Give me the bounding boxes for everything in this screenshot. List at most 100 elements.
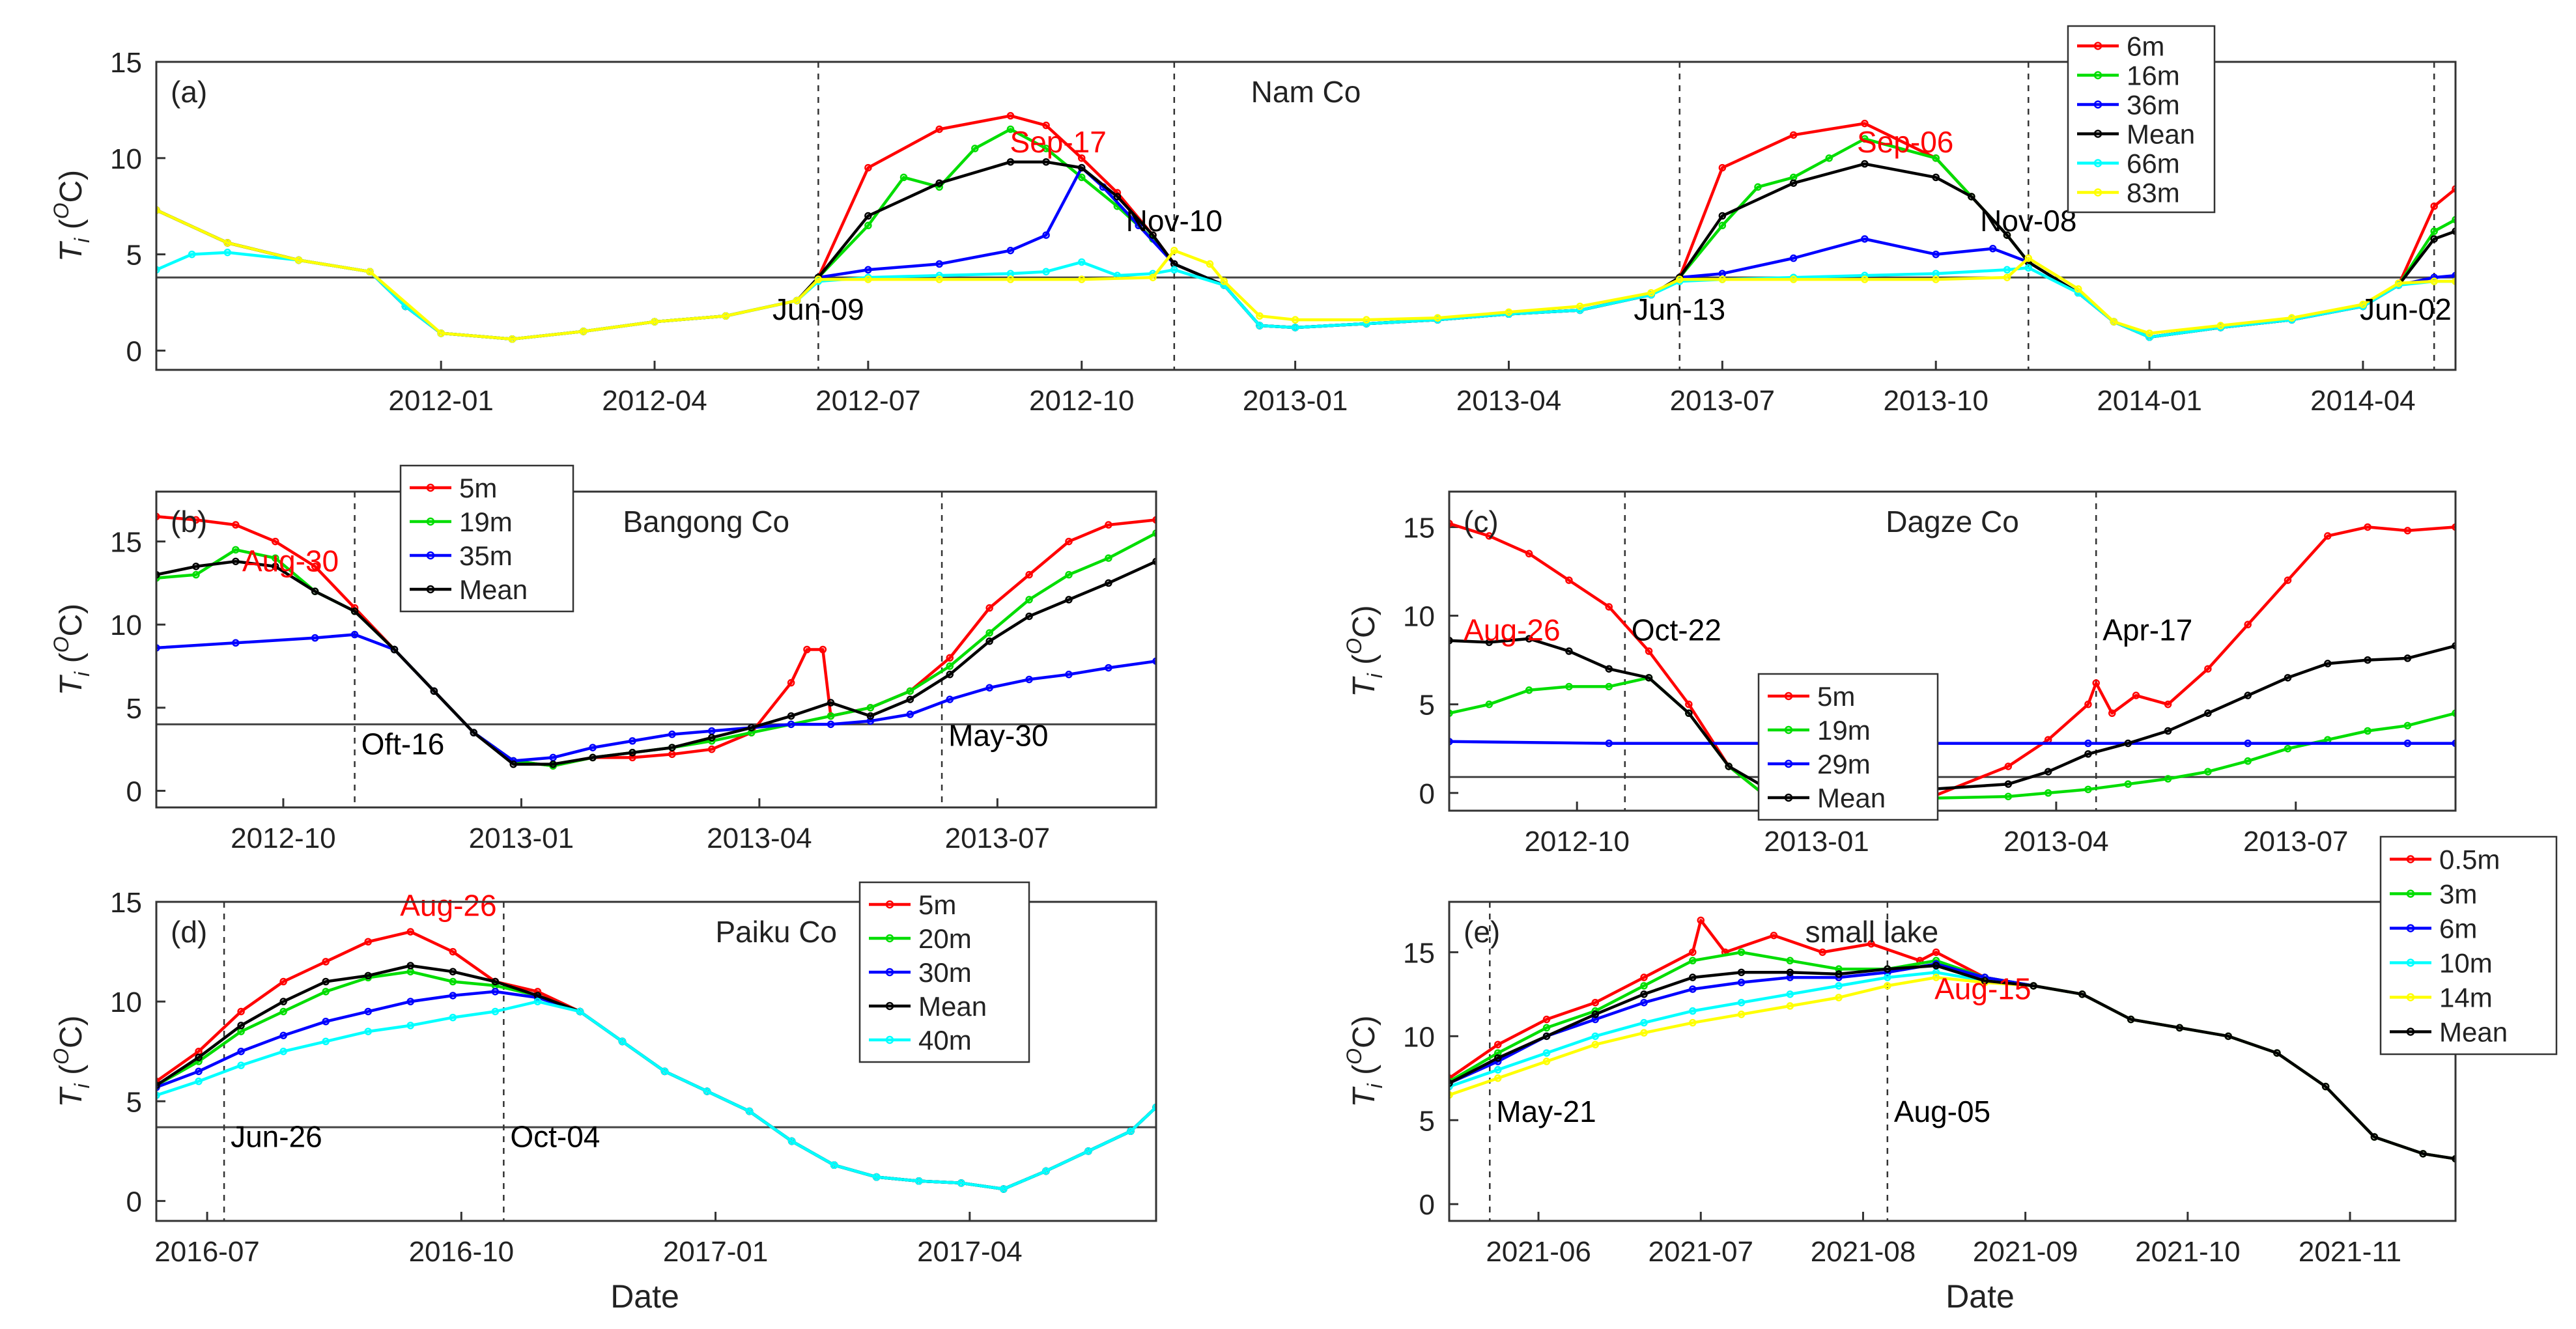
data-point [1042, 145, 1050, 152]
data-point [1363, 316, 1370, 324]
data-point [2127, 1015, 2135, 1024]
data-point [156, 266, 160, 274]
data-point [1884, 982, 1891, 990]
axes-frame [1448, 901, 2457, 1222]
data-point [1256, 312, 1264, 320]
panels: 0 5 10 15 2012-01 2012-04 2012-07 2012-10 2013-0… [50, 25, 2558, 1268]
data-point [864, 212, 872, 220]
y-axis-title-subscript: i [70, 671, 94, 677]
data-point [2204, 665, 2212, 673]
legend-label: 6m [2127, 31, 2164, 62]
data-point [651, 318, 658, 326]
legend-label: 10m [2439, 948, 2493, 979]
data-point [1689, 973, 1697, 981]
legend-label: 35m [459, 540, 513, 571]
annotation-label: Jun-09 [772, 292, 864, 326]
data-point [787, 712, 795, 720]
data-point [364, 938, 372, 945]
data-point [906, 710, 914, 718]
data-point [827, 720, 835, 729]
data-point [508, 335, 517, 343]
data-point [1591, 1041, 1600, 1048]
data-point [2364, 727, 2371, 735]
data-point [1025, 612, 1033, 621]
data-point [1737, 1011, 1746, 1018]
y-axis-title-unit-close: C) [1347, 605, 1381, 638]
data-point [2124, 780, 2132, 788]
data-point [2224, 1032, 2232, 1041]
y-tick-label: 0 [1419, 778, 1435, 810]
data-point [1640, 973, 1648, 981]
data-point [1981, 977, 1989, 985]
data-point [322, 977, 330, 986]
data-point [668, 744, 676, 751]
data-point [1505, 308, 1513, 316]
data-point [935, 260, 943, 268]
y-axis-title-subscript: i [1363, 673, 1387, 678]
legend-label: Mean [2439, 1017, 2508, 1048]
legend-label: 36m [2127, 90, 2180, 120]
data-point [1565, 576, 1573, 584]
data-point [819, 645, 827, 654]
data-point [946, 695, 954, 703]
legend-marker [426, 585, 435, 594]
data-point [156, 570, 160, 579]
legend-label: 83m [2127, 178, 2180, 208]
data-point [747, 723, 756, 732]
annotation-label: Aug-05 [1894, 1095, 1990, 1128]
data-point [1932, 154, 1940, 162]
data-point [223, 239, 232, 247]
annotation-label: Sep-17 [1010, 125, 1107, 159]
data-point [2364, 523, 2371, 531]
y-axis-title: Ti (OC) [50, 604, 94, 695]
data-point [1737, 998, 1746, 1007]
data-point [1000, 1185, 1008, 1193]
data-point [866, 712, 875, 720]
data-point [449, 1013, 457, 1022]
y-axis-title-subscript: i [1363, 1083, 1387, 1088]
annotation-label: Oct-04 [510, 1120, 600, 1154]
data-point [2359, 300, 2367, 309]
x-axis-title-e: Date [1946, 1278, 2015, 1315]
legend-marker [2093, 71, 2102, 79]
data-point [1494, 1054, 1502, 1062]
legend-marker [885, 900, 894, 909]
data-point [1789, 131, 1798, 139]
y-tick-label: 10 [110, 609, 142, 641]
data-point [1042, 158, 1050, 166]
data-point [390, 645, 399, 654]
data-point [491, 988, 500, 996]
data-point [1525, 635, 1533, 643]
data-point [1152, 516, 1156, 524]
data-point [2084, 739, 2092, 748]
axes-frame [155, 901, 1157, 1222]
data-point [1494, 1074, 1502, 1082]
data-point [2430, 227, 2438, 235]
data-point [1576, 302, 1584, 311]
data-point [864, 163, 872, 172]
data-point [1645, 674, 1653, 682]
annotation-label: May-21 [1496, 1095, 1596, 1128]
data-point [985, 604, 993, 612]
legend-marker [426, 517, 435, 526]
data-point [1449, 1082, 1453, 1091]
x-tick-label: 2017-04 [917, 1236, 1022, 1268]
data-point [1861, 135, 1869, 143]
data-point [1685, 709, 1693, 718]
data-point [2204, 768, 2212, 776]
panel-title: Nam Co [1251, 75, 1361, 109]
y-axis-title-unit: ( [54, 652, 89, 671]
data-point [957, 1179, 965, 1187]
annotation-label: Jun-26 [231, 1120, 322, 1154]
series-line-83m [156, 208, 2456, 341]
data-point [2044, 768, 2052, 776]
data-point [1932, 275, 1940, 283]
y-axis-title: Ti (OC) [50, 1015, 94, 1107]
y-axis-title-degree: O [50, 1048, 73, 1065]
data-point [1605, 682, 1613, 691]
data-point [311, 634, 319, 642]
data-point [311, 587, 319, 595]
legend-label: 5m [918, 889, 956, 920]
x-tick-label: 2021-11 [2299, 1236, 2401, 1268]
data-point [364, 1007, 372, 1016]
